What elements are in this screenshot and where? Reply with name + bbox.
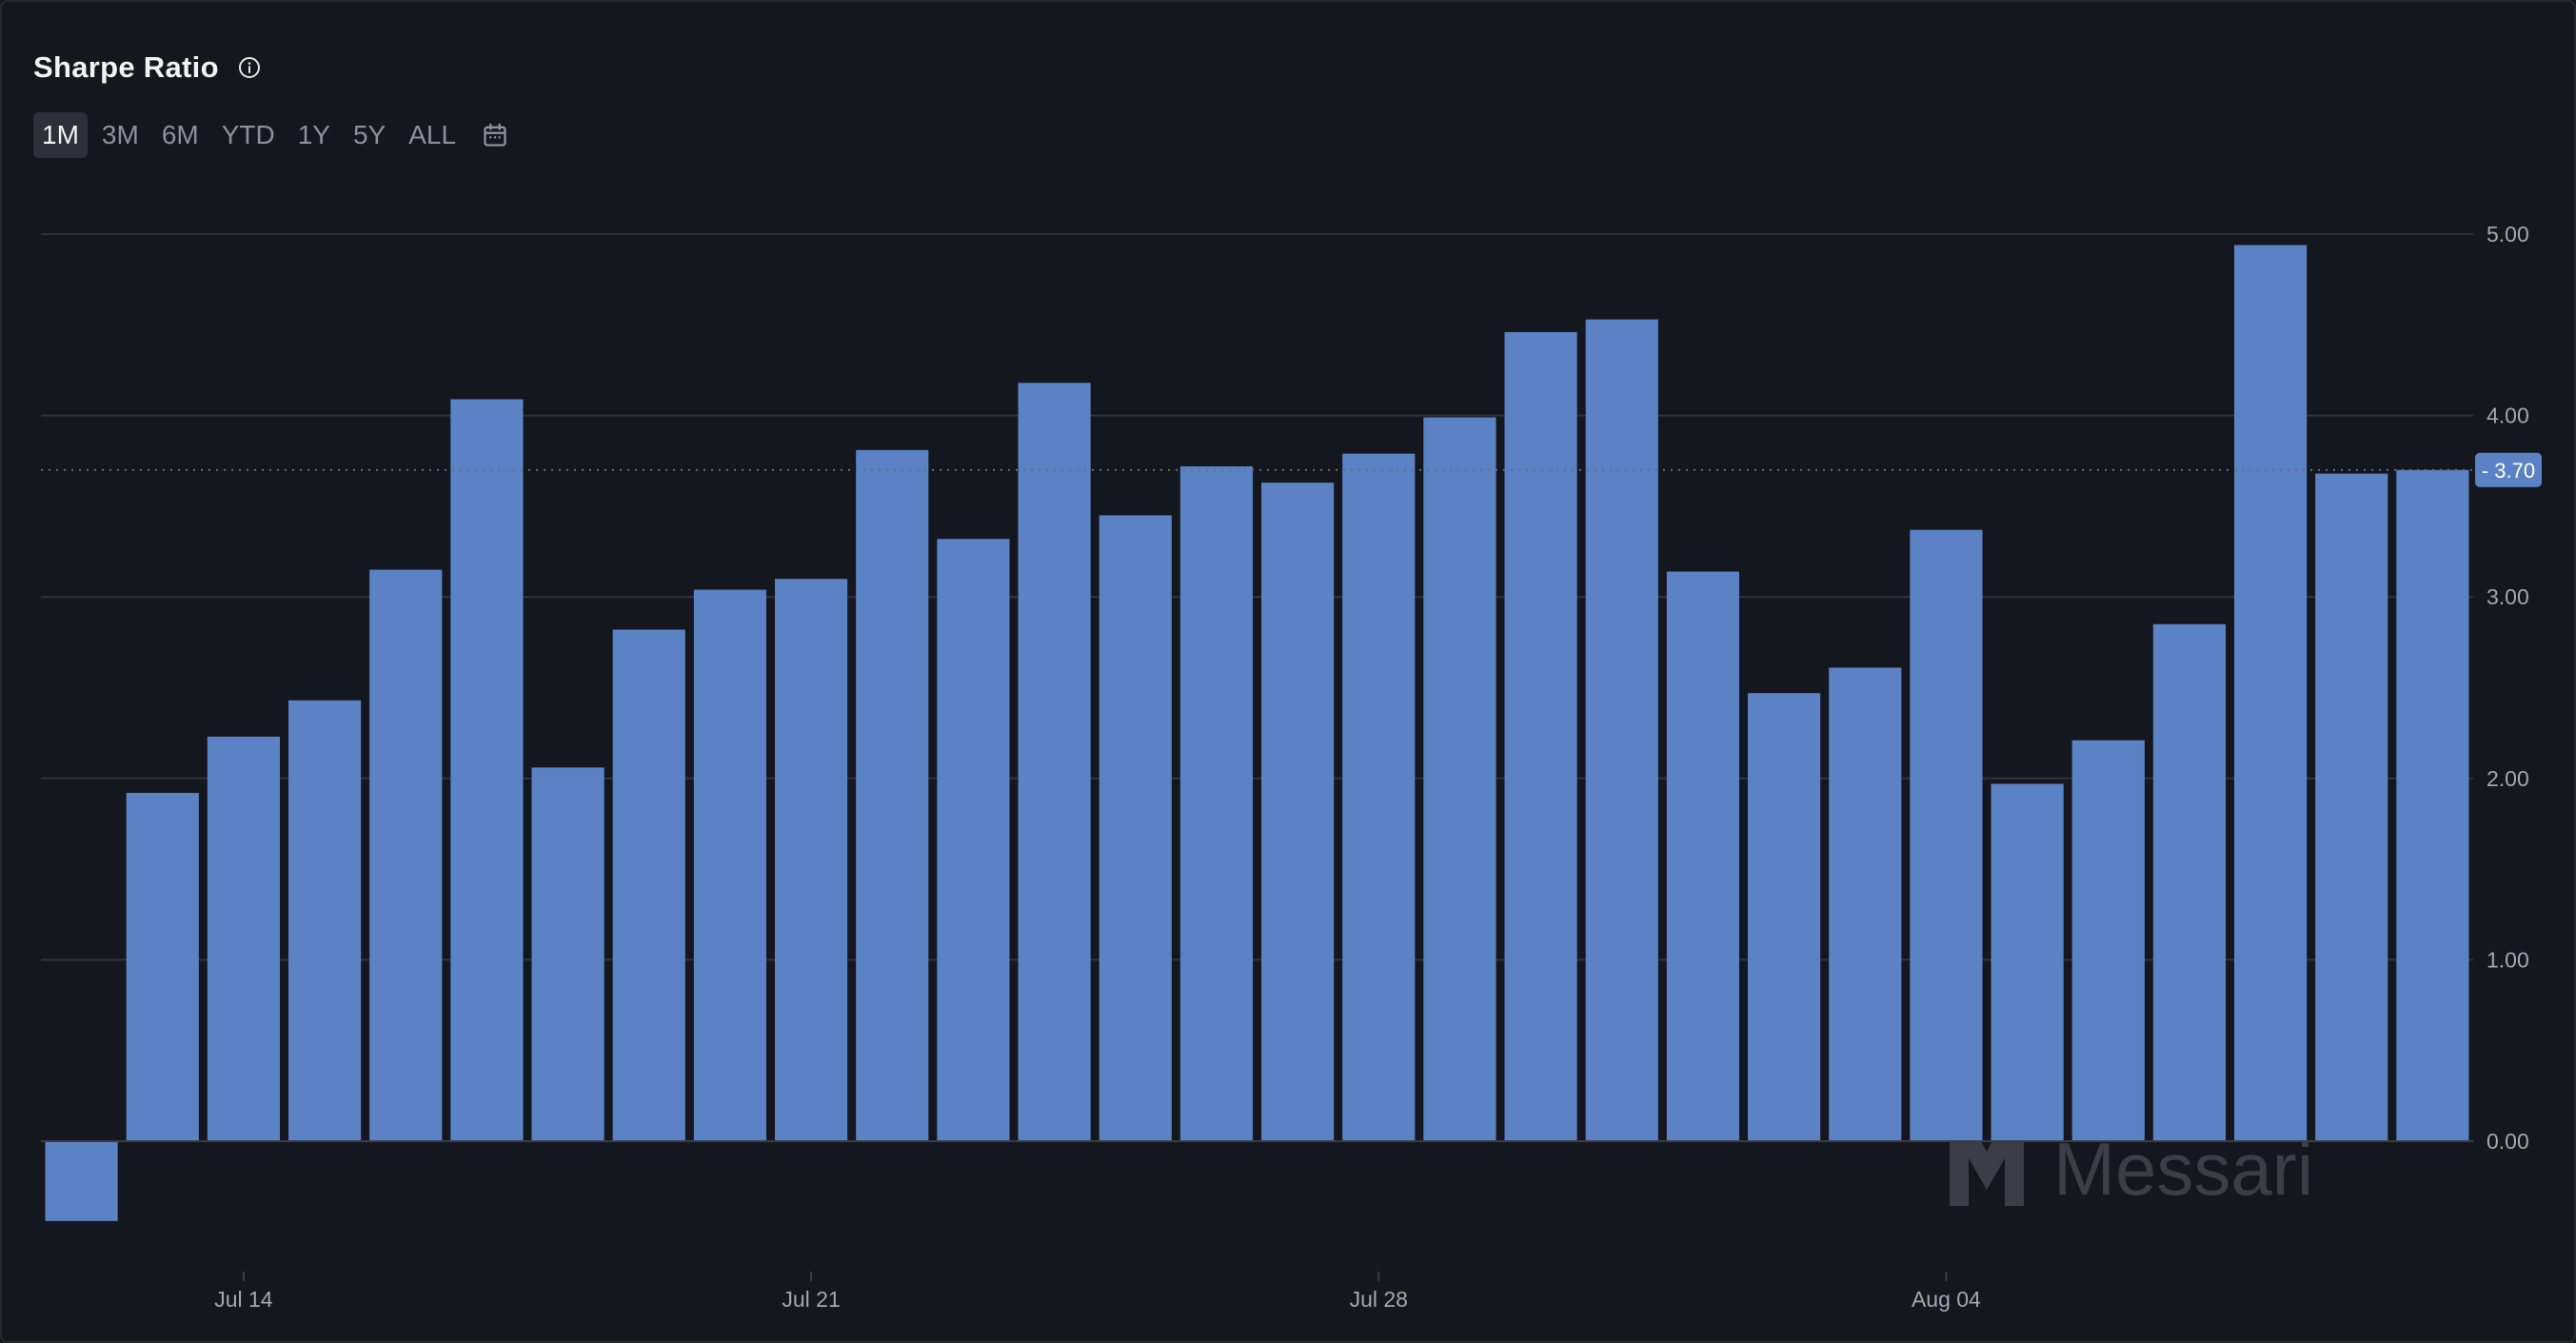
y-tick-label: 4.00 <box>2487 404 2529 428</box>
y-tick-label: 3.00 <box>2487 584 2529 609</box>
bar-2025-08-04[interactable] <box>1910 529 1983 1141</box>
range-tab-6m[interactable]: 6M <box>161 120 199 149</box>
x-tick-label: Jul 21 <box>782 1287 840 1312</box>
info-icon[interactable] <box>238 56 261 79</box>
bar-2025-07-24[interactable] <box>1018 383 1091 1141</box>
bar-2025-07-31[interactable] <box>1585 319 1658 1142</box>
bar-2025-07-15[interactable] <box>288 700 362 1141</box>
bar-2025-08-09[interactable] <box>2315 473 2388 1142</box>
bar-2025-08-10[interactable] <box>2396 469 2469 1141</box>
bar-2025-07-22[interactable] <box>856 449 929 1141</box>
bar-2025-07-30[interactable] <box>1504 331 1577 1141</box>
messari-logo-mark <box>1950 1125 2024 1206</box>
bar-2025-08-08[interactable] <box>2234 245 2308 1141</box>
x-tick-label: Jul 28 <box>1350 1287 1408 1312</box>
bar-2025-07-21[interactable] <box>775 579 848 1141</box>
chart-title: Sharpe Ratio <box>33 50 219 84</box>
range-tab-ytd[interactable]: YTD <box>221 120 275 149</box>
title-row: Sharpe Ratio <box>33 44 261 91</box>
y-tick-label: 1.00 <box>2487 947 2529 972</box>
y-axis-labels: 0.00 1.00 2.00 3.00 4.00 5.00 <box>2487 222 2529 1154</box>
bar-2025-07-29[interactable] <box>1423 417 1496 1141</box>
bar-2025-07-19[interactable] <box>612 629 685 1141</box>
bar-2025-08-02[interactable] <box>1748 693 1821 1141</box>
x-tick-label: Jul 14 <box>214 1287 273 1312</box>
bar-2025-07-25[interactable] <box>1099 515 1172 1141</box>
bar-2025-07-14[interactable] <box>207 736 280 1141</box>
bar-2025-07-28[interactable] <box>1342 453 1416 1141</box>
range-tab-all[interactable]: ALL <box>408 120 457 149</box>
bars <box>45 245 2469 1221</box>
range-tab-1m[interactable]: 1M <box>33 112 88 158</box>
range-tabs: 1M 3M 6M YTD 1Y 5Y ALL <box>33 112 508 158</box>
x-tick-label: Aug 04 <box>1912 1287 1981 1312</box>
bar-2025-07-16[interactable] <box>369 569 443 1141</box>
bar-2025-08-01[interactable] <box>1666 571 1739 1141</box>
x-axis-labels: Jul 14 Jul 21 Jul 28 Aug 04 <box>214 1272 1981 1312</box>
y-tick-label: 0.00 <box>2487 1129 2529 1154</box>
bar-2025-07-26[interactable] <box>1179 465 1253 1142</box>
bar-2025-08-07[interactable] <box>2152 623 2226 1141</box>
bar-2025-08-06[interactable] <box>2071 740 2145 1141</box>
y-tick-label: 5.00 <box>2487 222 2529 247</box>
bar-2025-07-17[interactable] <box>450 399 524 1141</box>
bar-2025-08-05[interactable] <box>1991 783 2064 1141</box>
messari-logo-icon <box>1950 1125 2024 1206</box>
current-value-badge-group: - 3.70 <box>2475 452 2542 487</box>
bar-2025-07-20[interactable] <box>693 589 766 1141</box>
current-value-label: - 3.70 <box>2482 459 2535 483</box>
bar-2025-07-18[interactable] <box>531 767 604 1141</box>
range-tab-1y[interactable]: 1Y <box>297 120 330 149</box>
y-tick-label: 2.00 <box>2487 766 2529 791</box>
bar-2025-07-13[interactable] <box>126 793 199 1141</box>
range-tab-5y[interactable]: 5Y <box>352 120 386 149</box>
bar-2025-07-12[interactable] <box>45 1141 118 1221</box>
grid-lines <box>41 233 2473 961</box>
current-value-badge <box>2475 452 2542 487</box>
calendar-icon[interactable] <box>482 122 508 148</box>
bar-2025-08-03[interactable] <box>1829 667 1902 1141</box>
range-tab-3m[interactable]: 3M <box>101 120 139 149</box>
bar-2025-07-23[interactable] <box>937 539 1010 1141</box>
bar-2025-07-27[interactable] <box>1261 483 1335 1141</box>
